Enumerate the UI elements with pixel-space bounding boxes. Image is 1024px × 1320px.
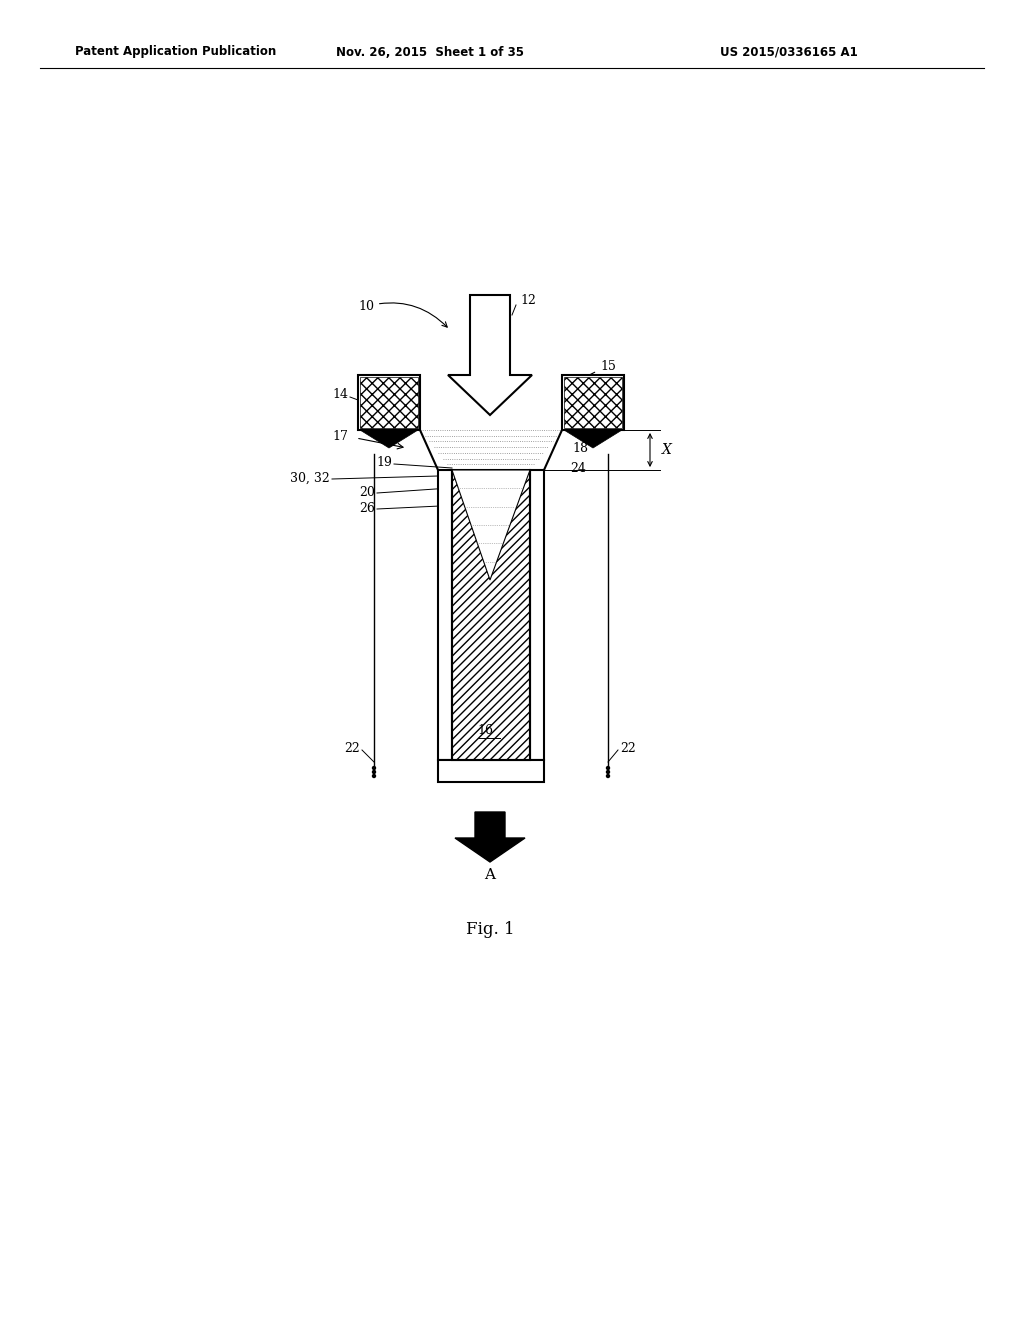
Polygon shape <box>452 470 530 579</box>
Bar <box>452 470 530 760</box>
Text: 19: 19 <box>376 455 392 469</box>
Bar <box>530 470 544 760</box>
Polygon shape <box>455 812 525 862</box>
Circle shape <box>373 771 376 774</box>
Text: X: X <box>662 444 672 457</box>
Text: A: A <box>484 869 496 882</box>
Text: 24: 24 <box>570 462 586 474</box>
Text: 30, 32: 30, 32 <box>290 471 330 484</box>
Text: 16: 16 <box>477 723 493 737</box>
Bar <box>562 375 624 430</box>
Text: 22: 22 <box>620 742 636 755</box>
Circle shape <box>606 771 609 774</box>
Text: 26: 26 <box>359 502 375 515</box>
Polygon shape <box>360 430 418 447</box>
Circle shape <box>373 775 376 777</box>
Text: 12: 12 <box>520 293 536 306</box>
Polygon shape <box>449 294 532 414</box>
Text: 22: 22 <box>344 742 360 755</box>
Bar <box>360 378 418 428</box>
Text: 10: 10 <box>358 300 447 327</box>
Bar <box>438 470 452 760</box>
Circle shape <box>606 775 609 777</box>
Text: 17: 17 <box>332 430 348 444</box>
Bar <box>452 470 530 760</box>
Text: 14: 14 <box>332 388 348 401</box>
Bar <box>358 375 420 430</box>
Text: Nov. 26, 2015  Sheet 1 of 35: Nov. 26, 2015 Sheet 1 of 35 <box>336 45 524 58</box>
Bar <box>564 378 622 428</box>
Polygon shape <box>564 430 622 447</box>
Text: Patent Application Publication: Patent Application Publication <box>75 45 276 58</box>
Text: 20: 20 <box>359 486 375 499</box>
Circle shape <box>373 767 376 770</box>
Text: US 2015/0336165 A1: US 2015/0336165 A1 <box>720 45 858 58</box>
Bar <box>438 760 544 781</box>
Text: 18: 18 <box>572 441 588 454</box>
Text: Fig. 1: Fig. 1 <box>466 921 514 939</box>
Circle shape <box>606 767 609 770</box>
Text: 15: 15 <box>565 360 615 392</box>
